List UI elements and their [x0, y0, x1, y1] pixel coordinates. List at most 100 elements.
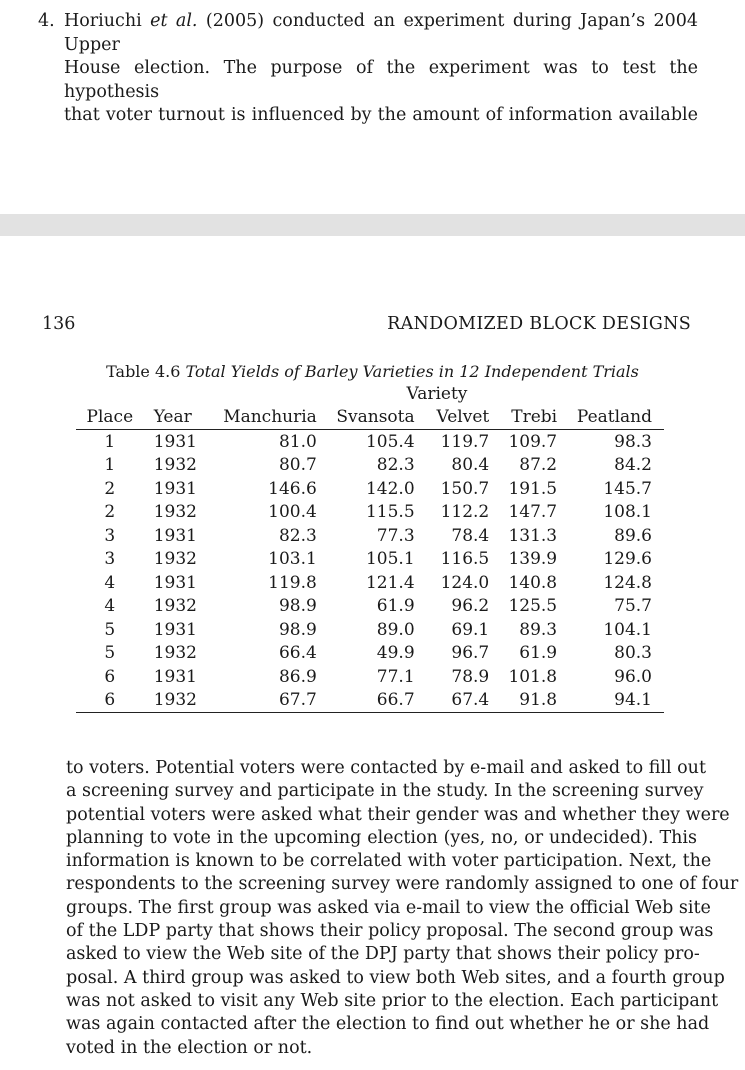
paragraph-line: potential voters were asked what their g…	[66, 804, 730, 825]
table-cell: 103.1	[268, 549, 317, 570]
table-cell: 96.2	[451, 596, 490, 617]
column-header: Place	[76, 405, 144, 430]
table-row: 2 1932 100.4 115.5 112.2 147.7 108.1	[76, 501, 664, 525]
table-cell: 191.5	[508, 478, 558, 499]
table-cell: 1931	[153, 525, 197, 546]
table-cell: 124.0	[440, 572, 490, 593]
table-cell: 69.1	[451, 619, 490, 640]
table-caption-title: Total Yields of Barley Varieties in 12 I…	[185, 362, 639, 381]
table-cell: 105.1	[365, 549, 415, 570]
table-cell: 5	[104, 619, 116, 640]
table-cell: 1	[104, 455, 116, 476]
variety-span-header: Variety	[406, 383, 468, 404]
column-header: Velvet	[414, 405, 490, 430]
table-cell: 4	[104, 572, 116, 593]
table-cell: 80.7	[278, 455, 317, 476]
table-cell: 2	[104, 478, 116, 499]
paragraph-line: planning to vote in the upcoming electio…	[66, 827, 697, 848]
table-caption-label: Table 4.6	[106, 362, 181, 381]
table-cell: 49.9	[376, 643, 415, 664]
table-row: 5 1932 66.4 49.9 96.7 61.9 80.3	[76, 642, 664, 666]
paragraph-line: groups. The first group was asked via e-…	[66, 897, 711, 918]
paragraph-line: of the LDP party that shows their policy…	[66, 921, 714, 942]
table-cell: 1931	[153, 619, 197, 640]
table-cell: 75.7	[614, 596, 652, 617]
table-cell: 105.4	[365, 431, 415, 452]
table-cell: 66.4	[278, 643, 317, 664]
column-header: Manchuria	[213, 405, 317, 430]
exercise-4: 4. Horiuchi et al. (2005) conducted an e…	[38, 10, 698, 128]
table-cell: 147.7	[508, 502, 558, 523]
table-cell: 98.9	[278, 619, 317, 640]
table-cell: 146.6	[268, 478, 317, 499]
table-cell: 119.7	[440, 431, 490, 452]
exercise-number: 4.	[38, 11, 55, 31]
exercise-line: that voter turnout is influenced by the …	[64, 105, 698, 125]
table-row: 5 1931 98.9 89.0 69.1 89.3 104.1	[76, 618, 664, 642]
table-cell: 112.2	[440, 502, 490, 523]
table-cell: 1932	[153, 455, 197, 476]
table-cell: 145.7	[603, 478, 652, 499]
table-cell: 142.0	[365, 478, 415, 499]
table-cell: 87.2	[519, 455, 558, 476]
table-cell: 2	[104, 502, 116, 523]
table-row: 4 1932 98.9 61.9 96.2 125.5 75.7	[76, 595, 664, 619]
table-cell: 115.5	[365, 502, 415, 523]
column-header: Year	[143, 405, 214, 430]
table-cell: 1	[104, 431, 116, 452]
paragraph-line: posal. A third group was asked to view b…	[66, 967, 725, 988]
table-cell: 82.3	[278, 525, 317, 546]
table-cell: 67.7	[213, 688, 317, 713]
table-row: 2 1931 146.6 142.0 150.7 191.5 145.7	[76, 477, 664, 501]
table-cell: 1931	[153, 478, 197, 499]
table-body: 1 1931 81.0 105.4 119.7 109.7 98.3 1 1932 80.7 82.…	[76, 430, 664, 713]
column-header: Svansota	[316, 405, 415, 430]
table-cell: 108.1	[603, 502, 652, 523]
paragraph-line: a screening survey and participate in th…	[66, 781, 704, 802]
table-cell: 1931	[153, 572, 197, 593]
paragraph-line: information is known to be correlated wi…	[66, 851, 712, 872]
table-cell: 98.9	[278, 596, 317, 617]
table-cell: 1932	[153, 502, 197, 523]
exercise-text: Horiuchi et al. (2005) conducted an expe…	[64, 10, 698, 128]
table-cell: 129.6	[603, 549, 652, 570]
table-cell: 3	[104, 525, 116, 546]
table-cell: 96.0	[614, 666, 652, 687]
table-cell: 5	[104, 643, 116, 664]
table-cell: 96.7	[451, 643, 490, 664]
table-cell: 94.1	[557, 688, 664, 713]
body-paragraph: to voters. Potential voters were contact…	[66, 757, 738, 1060]
table-cell: 125.5	[508, 596, 558, 617]
bottom-page: 136 RANDOMIZED BLOCK DESIGNS Table 4.6 T…	[0, 236, 745, 1070]
table-header-row: Place Year Manchuria Svansota Velvet Tre…	[76, 405, 664, 430]
table-cell: 1932	[143, 688, 214, 713]
table-row: 6 1932 67.7 66.7 67.4 91.8 94.1	[76, 688, 664, 713]
table-cell: 91.8	[489, 688, 558, 713]
table-cell: 61.9	[519, 643, 558, 664]
table-cell: 139.9	[508, 549, 558, 570]
page-number: 136	[42, 314, 76, 334]
table-cell: 61.9	[376, 596, 415, 617]
table-cell: 77.3	[376, 525, 415, 546]
table-cell: 1932	[153, 596, 197, 617]
running-head: RANDOMIZED BLOCK DESIGNS	[387, 314, 691, 334]
table-row: 1 1932 80.7 82.3 80.4 87.2 84.2	[76, 454, 664, 478]
table-cell: 89.0	[376, 619, 415, 640]
table-cell: 1932	[153, 549, 197, 570]
paragraph-line: was not asked to visit any Web site prio…	[66, 990, 719, 1011]
table-cell: 82.3	[376, 455, 415, 476]
exercise-line: House election. The purpose of the exper…	[64, 58, 698, 102]
table-cell: 131.3	[508, 525, 558, 546]
table-cell: 81.0	[278, 431, 317, 452]
table-cell: 80.4	[451, 455, 490, 476]
column-header: Trebi	[489, 405, 558, 430]
paragraph-line: asked to view the Web site of the DPJ pa…	[66, 944, 700, 965]
table-cell: 78.4	[451, 525, 490, 546]
table-cell: 104.1	[603, 619, 652, 640]
paragraph-line: voted in the election or not.	[66, 1037, 313, 1058]
table-cell: 78.9	[451, 666, 490, 687]
table-cell: 119.8	[268, 572, 317, 593]
table-caption: Table 4.6 Total Yields of Barley Varieti…	[0, 362, 745, 381]
table-cell: 6	[76, 688, 144, 713]
paragraph-line: to voters. Potential voters were contact…	[66, 758, 706, 778]
